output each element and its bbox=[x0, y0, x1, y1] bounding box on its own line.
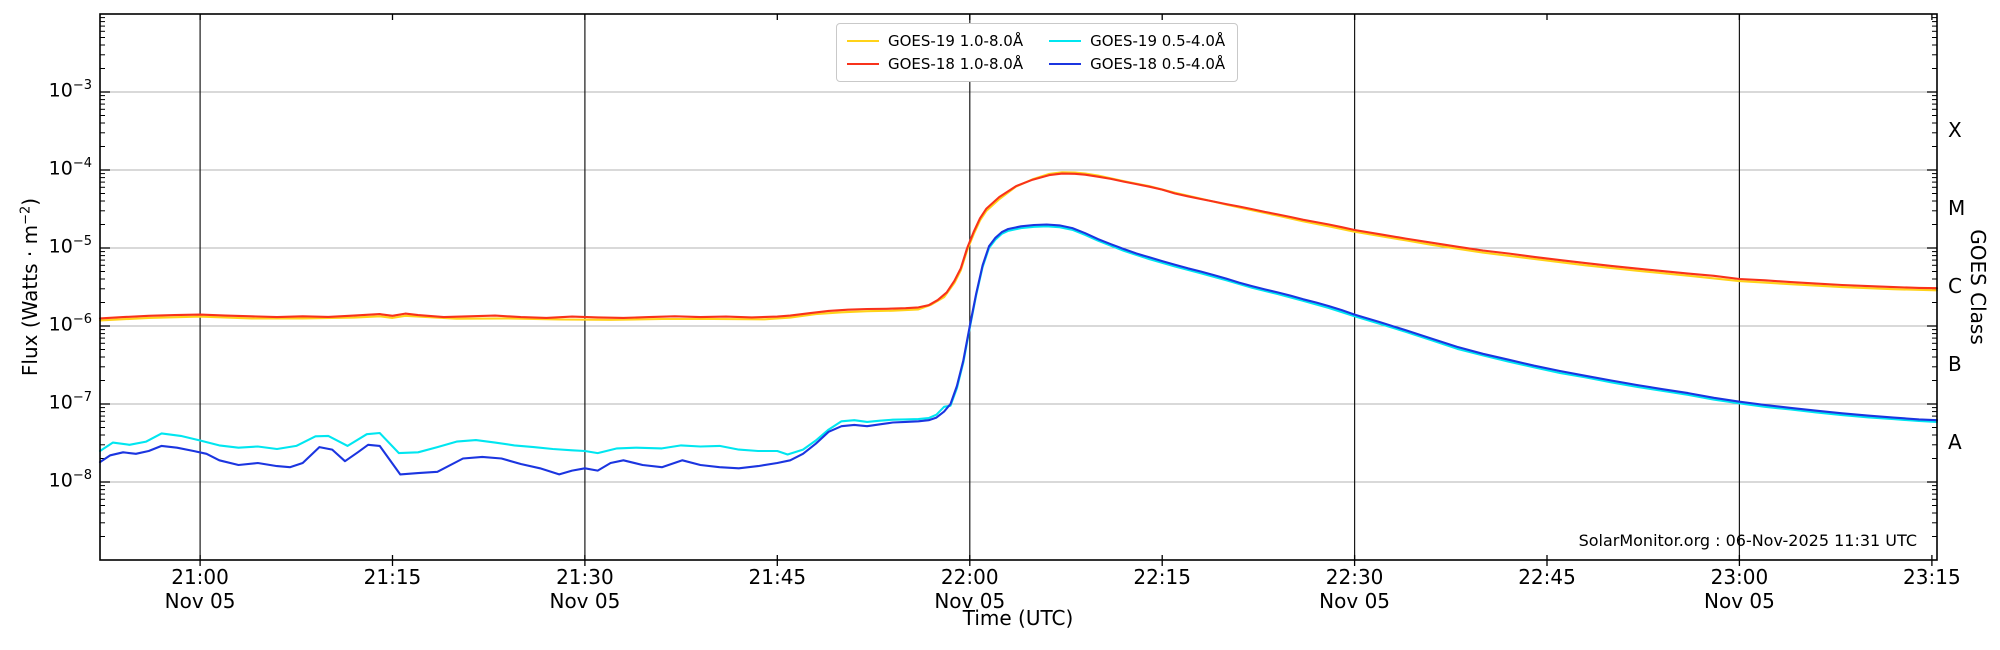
y-tick-label: 10−4 bbox=[48, 156, 92, 180]
series-goes-18-0-5-4-0- bbox=[98, 223, 1939, 476]
y-tick-label: 10−3 bbox=[48, 78, 92, 102]
watermark-text: SolarMonitor.org : 06-Nov-2025 11:31 UTC bbox=[1578, 531, 1917, 550]
goes-class-letter-m: M bbox=[1948, 196, 1966, 220]
x-tick-label: 23:00 bbox=[1710, 565, 1769, 589]
y-tick-label: 10−6 bbox=[48, 312, 92, 336]
x-tick-label: 21:30 bbox=[556, 565, 614, 589]
x-tick-label: 22:00 bbox=[940, 565, 999, 589]
x-tick-label: 22:15 bbox=[1133, 565, 1191, 589]
x-tick-date: Nov 05 bbox=[549, 589, 621, 613]
legend-label: GOES-19 1.0-8.0Å bbox=[888, 32, 1024, 50]
legend-item: GOES-18 1.0-8.0Å bbox=[847, 54, 1023, 74]
x-tick-label: 22:45 bbox=[1518, 565, 1576, 589]
x-tick-date: Nov 05 bbox=[1704, 589, 1775, 613]
legend-swatch bbox=[847, 40, 879, 42]
series-goes-18-1-0-8-0- bbox=[98, 172, 1939, 320]
legend-swatch bbox=[1049, 63, 1082, 65]
x-tick-date: Nov 05 bbox=[934, 589, 1006, 613]
x-tick-date: Nov 05 bbox=[164, 589, 236, 613]
legend: GOES-19 1.0-8.0Å GOES-18 1.0-8.0Å GOES-19 … bbox=[836, 23, 1239, 82]
series-goes-19-1-0-8-0- bbox=[98, 171, 1939, 322]
x-tick-label: 22:30 bbox=[1325, 565, 1384, 589]
legend-label: GOES-18 0.5-4.0Å bbox=[1090, 55, 1226, 73]
legend-item: GOES-19 0.5-4.0Å bbox=[1049, 31, 1225, 51]
x-tick-date: Nov 05 bbox=[1319, 589, 1391, 613]
legend-label: GOES-18 1.0-8.0Å bbox=[888, 55, 1024, 73]
goes-class-letter-x: X bbox=[1948, 118, 1962, 142]
right-axis-title: GOES Class bbox=[1966, 229, 1990, 345]
y-tick-label: 10−5 bbox=[48, 234, 92, 258]
x-axis-title: Time (UTC) bbox=[962, 606, 1074, 630]
legend-label: GOES-19 0.5-4.0Å bbox=[1090, 32, 1226, 50]
plot-border bbox=[99, 13, 1938, 561]
legend-swatch bbox=[1049, 40, 1082, 42]
legend-item: GOES-19 1.0-8.0Å bbox=[847, 31, 1023, 51]
y-tick-label: 10−8 bbox=[48, 468, 92, 492]
goes-class-letter-b: B bbox=[1948, 352, 1962, 376]
x-tick-label: 21:15 bbox=[363, 565, 422, 589]
x-tick-label: 23:15 bbox=[1903, 565, 1961, 589]
goes-class-letter-a: A bbox=[1948, 430, 1962, 454]
x-tick-label: 21:45 bbox=[748, 565, 807, 589]
goes-class-letter-c: C bbox=[1948, 274, 1962, 298]
y-tick-label: 10−7 bbox=[48, 390, 92, 414]
legend-item: GOES-18 0.5-4.0Å bbox=[1049, 54, 1225, 74]
legend-swatch bbox=[847, 63, 879, 65]
series-goes-19-0-5-4-0- bbox=[98, 225, 1939, 456]
x-tick-label: 21:00 bbox=[171, 565, 229, 589]
